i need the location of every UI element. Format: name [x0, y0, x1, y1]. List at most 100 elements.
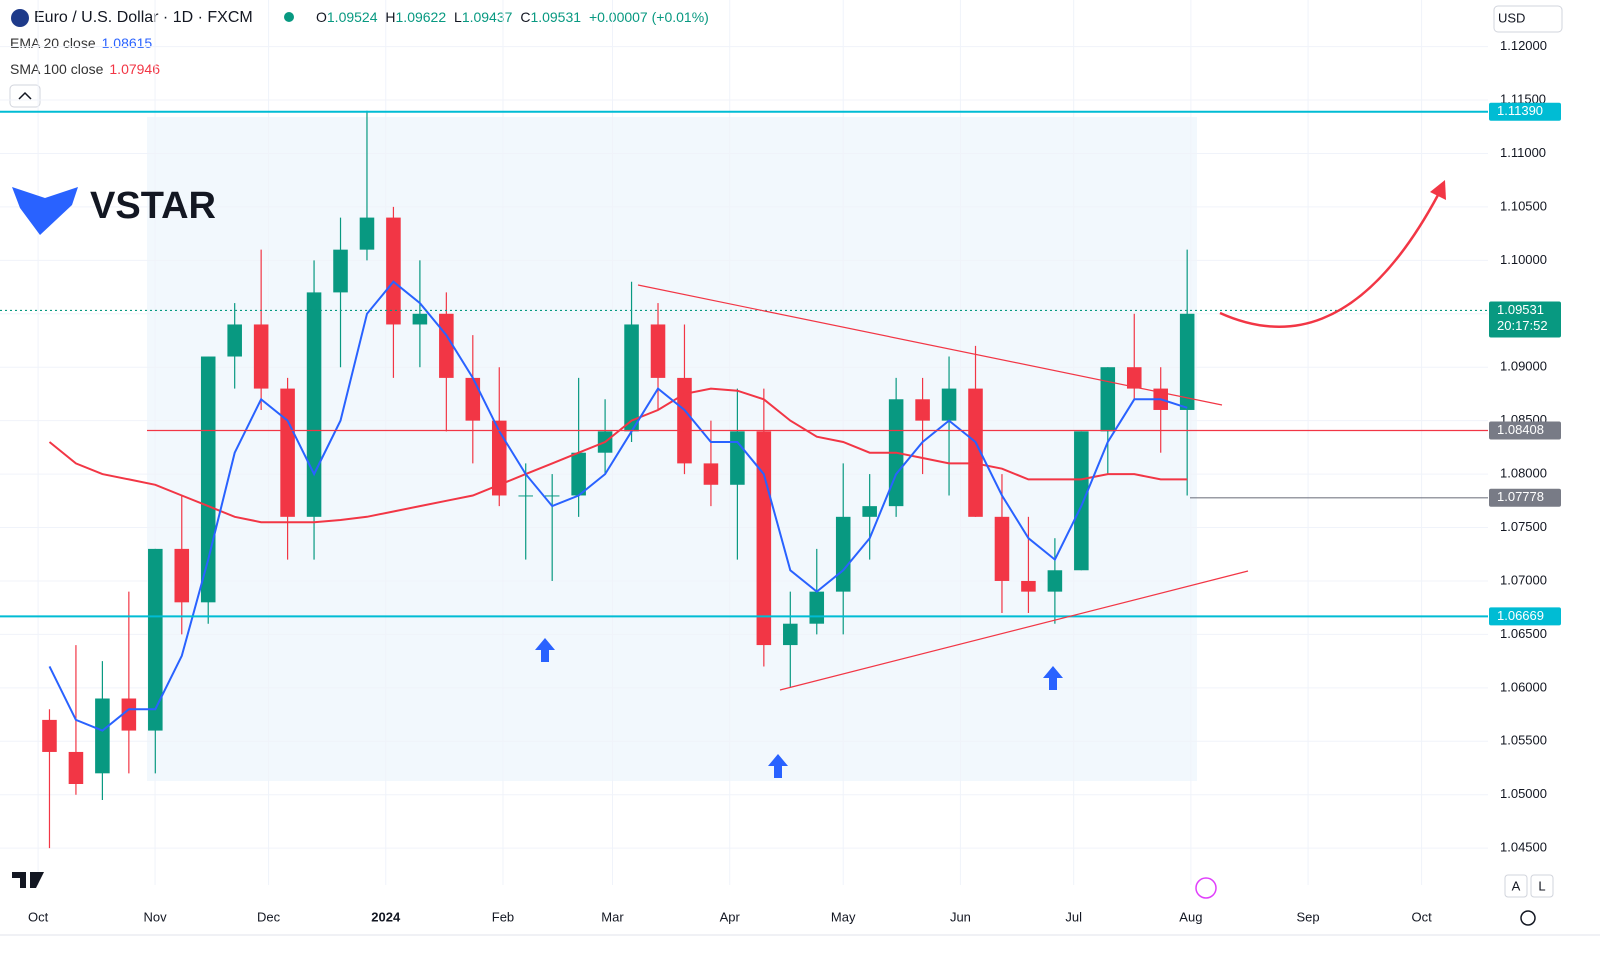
- candle-body: [412, 313, 428, 325]
- market-status: [284, 12, 294, 22]
- sma-legend: SMA 100 close 1.07946: [10, 61, 160, 77]
- candle-body: [1074, 431, 1089, 571]
- forecast-curve: [1219, 194, 1440, 328]
- candle-body: [730, 431, 745, 485]
- level-label-bg: [1489, 421, 1561, 440]
- candle-body: [1047, 570, 1063, 592]
- x-tick-label: Nov: [143, 909, 167, 924]
- candle-body: [174, 548, 190, 603]
- trend-line: [779, 570, 1249, 691]
- candle-body: [809, 591, 825, 624]
- y-tick-label: 1.04500: [1500, 840, 1547, 855]
- candle-body: [95, 698, 110, 774]
- candle-body: [968, 388, 983, 517]
- ema-line: [48, 280, 1188, 732]
- y-tick-label: 1.08000: [1500, 466, 1547, 481]
- countdown: 20:17:52: [1497, 318, 1548, 333]
- currency-button[interactable]: [1493, 5, 1563, 33]
- logo-mark: [12, 187, 78, 235]
- range-shade: [147, 117, 1197, 781]
- y-tick-label: 1.06000: [1500, 679, 1547, 694]
- annotations: VSTAR A L: [0, 180, 1600, 936]
- symbol-icon: [11, 9, 29, 27]
- auto-label: A: [1512, 878, 1521, 893]
- level-label-bg: [1489, 488, 1561, 507]
- candle-body: [571, 452, 586, 496]
- up-arrow: [1043, 666, 1063, 690]
- candle-body: [253, 324, 269, 389]
- collapse-button[interactable]: [9, 84, 41, 108]
- candle-body: [68, 751, 84, 785]
- x-tick-label: Jul: [1065, 909, 1082, 924]
- auto-button[interactable]: [1504, 874, 1528, 898]
- x-tick-label: Feb: [492, 909, 514, 924]
- y-tick-label: 1.11000: [1500, 145, 1546, 160]
- tv-logo: [12, 872, 44, 888]
- log-button[interactable]: [1530, 874, 1554, 898]
- candle-body: [121, 698, 137, 731]
- level-label-bg: [1489, 102, 1561, 121]
- level-label: 1.11390: [1497, 103, 1543, 118]
- candle-body: [624, 324, 639, 432]
- candle-body: [756, 431, 772, 646]
- currency: USD: [1498, 10, 1525, 25]
- x-tick-label: Jun: [950, 909, 971, 924]
- settings-icon[interactable]: [1520, 910, 1536, 926]
- title: Euro / U.S. Dollar · 1D · FXCM: [34, 9, 253, 26]
- y-tick-label: 1.12000: [1500, 38, 1547, 53]
- x-tick-label: Dec: [257, 909, 281, 924]
- x-tick-label: 2024: [371, 909, 401, 924]
- candle-body: [703, 463, 719, 485]
- candle-body: [941, 388, 957, 421]
- candle-body: [994, 516, 1010, 581]
- candle-body: [1179, 313, 1195, 410]
- candle-body: [227, 324, 242, 357]
- candle-body: [333, 249, 348, 293]
- candle-body: [835, 516, 851, 592]
- x-tick-label: Sep: [1297, 909, 1320, 924]
- y-tick-label: 1.05000: [1500, 786, 1547, 801]
- candle-body: [386, 217, 401, 325]
- candle-body: [1126, 367, 1142, 389]
- level-label-bg: [1489, 607, 1561, 626]
- level-label: 1.06669: [1497, 608, 1544, 623]
- x-tick-label: Oct: [28, 909, 49, 924]
- candle-body: [306, 292, 322, 517]
- candle-body: [1100, 367, 1116, 432]
- candle-body: [359, 217, 375, 250]
- x-tick-label: May: [831, 909, 856, 924]
- y-tick-label: 1.09000: [1500, 359, 1547, 374]
- header: Euro / U.S. Dollar · 1D · FXCM O1.09524 …: [9, 5, 1563, 108]
- candle-body: [862, 506, 877, 517]
- y-tick-label: 1.05500: [1500, 733, 1547, 748]
- y-tick-label: 1.07500: [1500, 519, 1547, 534]
- candle-body: [677, 377, 692, 464]
- candle-body: [42, 719, 57, 752]
- ema-legend: EMA 20 close 1.08615: [10, 35, 152, 51]
- level-label-bg: [1489, 301, 1561, 338]
- alert-icon[interactable]: [1195, 877, 1217, 899]
- collapse-icon: [18, 91, 32, 100]
- candle-body: [783, 623, 798, 646]
- candle-body: [465, 377, 481, 421]
- y-tick-label: 1.11500: [1500, 91, 1546, 106]
- candle-body: [518, 495, 533, 497]
- candle-body: [148, 548, 163, 731]
- candle-body: [1021, 580, 1036, 592]
- x-tick-label: Mar: [601, 909, 624, 924]
- up-arrow: [535, 638, 555, 662]
- up-arrow: [768, 754, 788, 778]
- candle-body: [200, 356, 216, 603]
- plot: 1.04500 1.05000 1.05500 1.06000 1.06500 1.070…: [0, 0, 1561, 924]
- y-tick-label: 1.06500: [1500, 626, 1547, 641]
- candle-body: [280, 388, 295, 517]
- candle-body: [650, 324, 666, 378]
- level-label: 1.09531: [1497, 302, 1544, 317]
- x-tick-label: Apr: [720, 909, 741, 924]
- level-label: 1.07778: [1497, 489, 1544, 504]
- candle-body: [544, 495, 560, 497]
- log-label: L: [1538, 878, 1545, 893]
- sma-line: [48, 387, 1188, 524]
- logo-text: VSTAR: [90, 185, 216, 227]
